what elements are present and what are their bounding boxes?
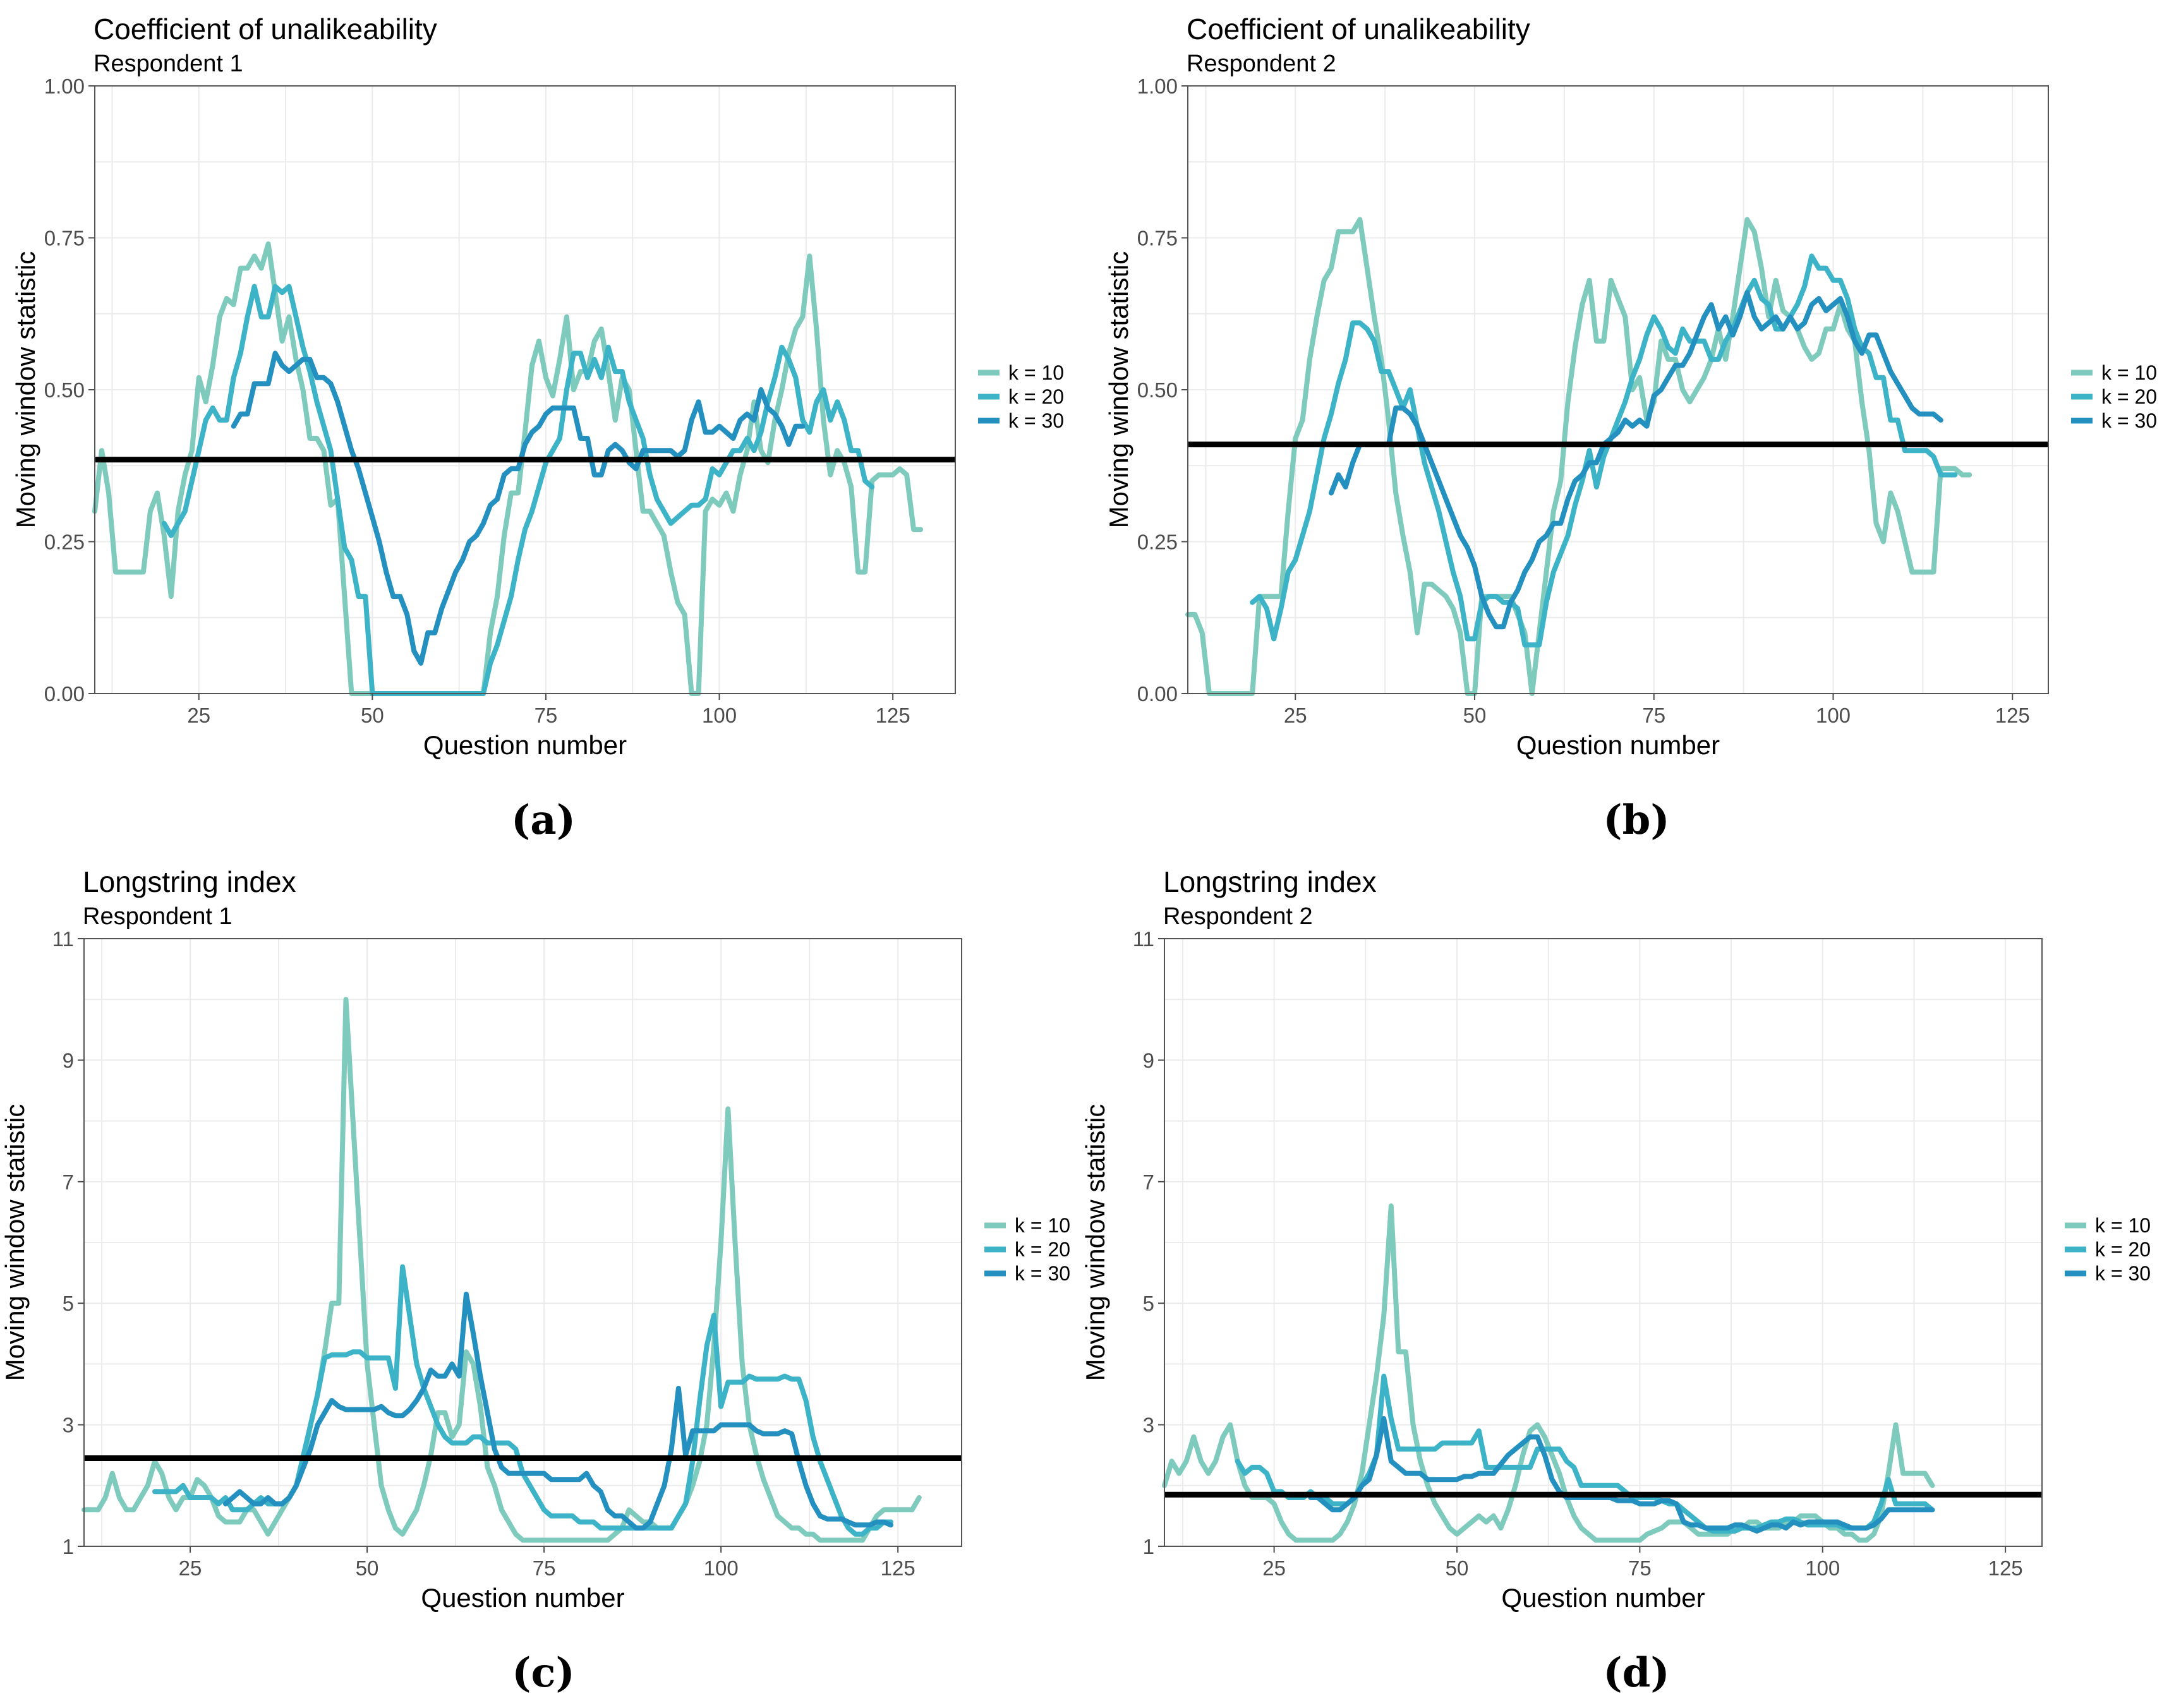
y-axis-label: Moving window statistic	[1080, 1104, 1110, 1381]
legend-label: k = 10	[1008, 361, 1064, 384]
series-line-k30	[223, 1291, 893, 1531]
y-tick-label: 5	[63, 1292, 74, 1315]
x-tick-label: 125	[1995, 704, 2030, 727]
x-tick-label: 100	[704, 1556, 739, 1580]
x-tick-label: 50	[1463, 704, 1487, 727]
y-tick-label: 0.25	[1137, 531, 1178, 554]
y-axis-label: Moving window statistic	[11, 251, 40, 529]
chart-subtitle: Respondent 2	[1187, 51, 1336, 77]
legend-label: k = 20	[1015, 1238, 1070, 1261]
series-line-k30	[1308, 1416, 1935, 1534]
chart-title: Coefficient of unalikeability	[1187, 13, 1530, 45]
legend-label: k = 10	[1015, 1214, 1070, 1237]
legend-label: k = 30	[2095, 1262, 2151, 1285]
legend: k = 10k = 20k = 30	[984, 1214, 1070, 1285]
panel-label: (a)	[511, 797, 576, 844]
chart-panel-c: Longstring index Respondent 1 1 3 5 7 9 11 25 50 7…	[0, 865, 1070, 1697]
panel-label: (c)	[512, 1649, 575, 1697]
x-tick-label: 25	[179, 1556, 202, 1580]
x-tick-label: 75	[1642, 704, 1665, 727]
y-tick-label: 7	[63, 1170, 74, 1194]
legend-label: k = 20	[1008, 385, 1064, 408]
legend-label: k = 10	[2095, 1214, 2151, 1237]
series-line-k20	[1250, 253, 1958, 647]
y-tick-label: 0.25	[44, 531, 85, 554]
x-tick-label: 125	[1988, 1556, 2023, 1580]
x-tick-label: 25	[1284, 704, 1307, 727]
legend-label: k = 30	[2101, 409, 2157, 432]
x-tick-label: 125	[881, 1556, 915, 1580]
legend-label: k = 30	[1015, 1262, 1070, 1285]
series-line-k30	[231, 351, 806, 666]
x-tick-label: 75	[533, 1556, 556, 1580]
x-tick-label: 100	[1805, 1556, 1840, 1580]
y-tick-label: 0.00	[1137, 682, 1178, 706]
x-tick-label: 50	[356, 1556, 379, 1580]
chart-panel-b: Coefficient of unalikeability Respondent …	[1104, 13, 2157, 844]
plot-frame	[83, 938, 962, 1547]
x-tick-label: 50	[361, 704, 384, 727]
y-tick-label: 5	[1143, 1292, 1154, 1315]
x-tick-label: 125	[876, 704, 910, 727]
x-tick-label: 100	[1816, 704, 1851, 727]
y-tick-label: 0.50	[1137, 378, 1178, 402]
series-line-k20	[161, 284, 875, 696]
y-tick-label: 0.75	[44, 227, 85, 250]
y-tick-label: 1	[63, 1535, 74, 1558]
y-tick-label: 0.50	[44, 378, 85, 402]
x-axis-label: Question number	[1501, 1583, 1705, 1613]
plot-frame	[1164, 938, 2043, 1547]
legend: k = 10k = 20k = 30	[2065, 1214, 2151, 1285]
y-axis-label: Moving window statistic	[0, 1104, 30, 1381]
x-tick-label: 75	[1628, 1556, 1652, 1580]
chart-panel-a: Coefficient of unalikeability Respondent …	[11, 13, 1064, 844]
y-tick-label: 3	[63, 1414, 74, 1437]
series-line-k10	[1185, 217, 1973, 696]
series-line-k10	[1162, 1203, 1935, 1543]
legend: k = 10k = 20k = 30	[2071, 361, 2157, 432]
y-tick-label: 7	[1143, 1170, 1154, 1194]
y-tick-label: 9	[1143, 1049, 1154, 1072]
y-tick-label: 9	[63, 1049, 74, 1072]
chart-panel-d: Longstring index Respondent 2 1 3 5 7 9 11 25 50 7…	[1080, 865, 2151, 1697]
x-axis-label: Question number	[1516, 730, 1720, 760]
y-tick-label: 0.75	[1137, 227, 1178, 250]
y-tick-label: 1	[1143, 1535, 1154, 1558]
legend-label: k = 30	[1008, 409, 1064, 432]
chart-subtitle: Respondent 1	[83, 903, 233, 930]
chart-title: Coefficient of unalikeability	[94, 13, 437, 45]
legend-label: k = 20	[2095, 1238, 2151, 1261]
legend: k = 10k = 20k = 30	[978, 361, 1064, 432]
x-tick-label: 75	[535, 704, 558, 727]
chart-subtitle: Respondent 1	[94, 51, 243, 77]
y-axis-label: Moving window statistic	[1104, 251, 1133, 529]
y-tick-label: 0.00	[44, 682, 85, 706]
series-line-k10	[82, 997, 922, 1543]
legend-label: k = 10	[2101, 361, 2157, 384]
panel-label: (b)	[1603, 797, 1669, 844]
y-tick-label: 11	[52, 927, 74, 951]
chart-subtitle: Respondent 2	[1163, 903, 1313, 930]
legend-label: k = 20	[2101, 385, 2157, 408]
y-tick-label: 3	[1143, 1414, 1154, 1437]
y-tick-label: 1.00	[44, 75, 85, 98]
chart-title: Longstring index	[1163, 865, 1377, 898]
x-tick-label: 100	[702, 704, 737, 727]
chart-title: Longstring index	[83, 865, 296, 898]
y-tick-label: 1.00	[1137, 75, 1178, 98]
series-line-k10	[92, 241, 924, 696]
panel-label: (d)	[1603, 1649, 1669, 1697]
x-tick-label: 25	[1262, 1556, 1286, 1580]
x-tick-label: 25	[187, 704, 210, 727]
y-tick-label: 11	[1133, 927, 1154, 951]
x-axis-label: Question number	[423, 730, 627, 760]
x-axis-label: Question number	[421, 1583, 624, 1613]
series-line-k30	[1329, 290, 1943, 630]
x-tick-label: 50	[1446, 1556, 1469, 1580]
